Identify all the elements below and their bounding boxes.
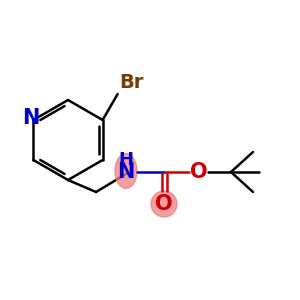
Ellipse shape: [115, 154, 137, 188]
Text: N: N: [22, 108, 39, 128]
Text: H: H: [118, 151, 134, 169]
Ellipse shape: [151, 191, 177, 217]
Text: O: O: [190, 162, 208, 182]
Text: Br: Br: [120, 73, 144, 92]
Text: N: N: [117, 162, 135, 182]
Text: O: O: [155, 194, 173, 214]
